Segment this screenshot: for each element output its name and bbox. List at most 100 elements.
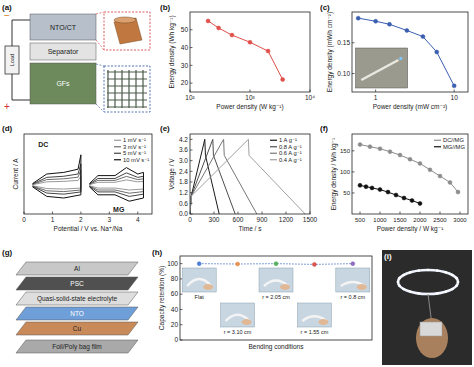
mesh: [107, 99, 147, 100]
data-point: [312, 262, 316, 266]
led: [455, 277, 458, 280]
mesh: [107, 78, 147, 79]
led: [427, 269, 430, 272]
led: [398, 277, 401, 280]
y-tick: [190, 203, 193, 204]
x-tick: [440, 212, 441, 215]
plot-frame: [352, 12, 468, 92]
data-point: [405, 28, 409, 32]
layer: [16, 277, 138, 290]
y-tick: [190, 160, 193, 161]
y-tick-label: 0.0: [179, 210, 188, 217]
hand: [357, 284, 367, 290]
data-point: [197, 262, 201, 266]
y-axis-label: Capacity retention (%): [158, 266, 166, 330]
y-axis-label: Energy density / Wh kg⁻¹: [330, 137, 338, 210]
data-point: [281, 78, 285, 82]
led: [402, 274, 405, 277]
y-axis-label: Energy density (Wh kg⁻¹): [168, 15, 176, 88]
panel-label: (e): [160, 124, 170, 133]
led: [451, 274, 454, 277]
data-point: [236, 262, 240, 266]
x-tick-label: 2500: [433, 217, 447, 223]
data-point: [435, 50, 439, 54]
device: [420, 322, 442, 336]
y-tick: [352, 171, 355, 172]
hand: [242, 319, 252, 325]
y-tick: [190, 214, 193, 215]
x-tick: [250, 90, 251, 93]
photo: [259, 268, 293, 292]
y-tick-label: 20: [171, 321, 179, 328]
y-tick: [352, 42, 355, 43]
data-point: [418, 161, 422, 165]
led: [455, 284, 458, 287]
legend-label: 0.4 A g⁻¹: [279, 157, 302, 163]
x-axis-label: Power density (W kg⁻¹): [216, 103, 283, 111]
legend-label: 1 A g⁻¹: [279, 137, 297, 143]
layer-label: Al: [74, 265, 80, 272]
diagram-g: AlPSCQuasi-solid-state electrolyteNTOCuF…: [16, 262, 138, 353]
x-tick-label: 0: [22, 216, 26, 223]
x-tick-label: 1500: [303, 216, 318, 223]
series-line: [33, 164, 144, 196]
led: [417, 269, 420, 272]
led: [436, 269, 439, 272]
y-tick: [190, 47, 193, 48]
mesh: [107, 92, 147, 93]
legend-swatch: [270, 159, 277, 160]
x-tick-label: 10: [451, 94, 459, 101]
data-point: [368, 145, 372, 149]
x-tick-label: 500: [355, 217, 366, 223]
layer: [16, 262, 138, 275]
category-label: r = 1.55 cm: [301, 329, 329, 335]
y-tick: [180, 309, 183, 310]
data-layer: [358, 143, 460, 206]
annotation: DC: [38, 141, 48, 148]
data-point: [452, 84, 456, 88]
x-tick: [190, 212, 191, 215]
x-tick: [375, 90, 376, 93]
legend-swatch: [114, 140, 121, 141]
chart-2: 01234Potential / V vs. Na⁺/NaCurrent / A…: [12, 134, 152, 232]
led: [398, 284, 401, 287]
layer-label: PSC: [70, 280, 84, 287]
zoom-line: [96, 40, 104, 50]
data-point: [248, 40, 252, 44]
data-point: [402, 196, 406, 200]
category-label: r = 3.10 cm: [224, 329, 252, 335]
x-axis-label: Potential / V vs. Na⁺/Na: [54, 225, 123, 232]
panel-label: (a): [2, 3, 12, 12]
data-point: [448, 180, 452, 184]
y-tick-label: 40: [181, 44, 189, 51]
zoom-line: [96, 104, 104, 112]
legend-swatch: [270, 153, 277, 154]
layer-label: GFs: [56, 80, 70, 87]
series-line: [190, 139, 235, 214]
legend-swatch: [114, 159, 121, 160]
led: [402, 288, 405, 291]
data-point: [386, 190, 390, 194]
panel-label: (f): [320, 124, 328, 133]
diagram-a: Load−+NTO/CTSeparatorGFs: [4, 10, 150, 112]
layer-label: Separator: [48, 48, 79, 56]
y-tick: [180, 324, 183, 325]
x-tick-label: 3: [108, 216, 112, 223]
x-tick-label: 1: [51, 216, 55, 223]
y-tick-label: 100: [167, 260, 178, 267]
led: [399, 57, 402, 60]
panel-label: (h): [152, 248, 163, 257]
chart-4: 5001000150020002500300050100150Power den…: [330, 134, 468, 233]
x-axis-label: Power density (mW cm⁻²): [373, 103, 448, 111]
figure: Load−+NTO/CTSeparatorGFs10²10³10⁴2030405…: [0, 0, 474, 367]
chart-5: 020406080100Bending conditionsCapacity r…: [158, 256, 372, 351]
legend-label: 10 mV s⁻¹: [123, 157, 149, 163]
x-axis-label: Bending conditions: [249, 343, 305, 351]
data-point: [428, 168, 432, 172]
inset-photo: [355, 48, 407, 88]
plot-frame: [190, 12, 310, 92]
x-tick: [52, 212, 53, 215]
led: [444, 290, 447, 293]
x-tick-label: 1200: [279, 216, 294, 223]
y-tick-label: 4.2: [179, 136, 188, 143]
